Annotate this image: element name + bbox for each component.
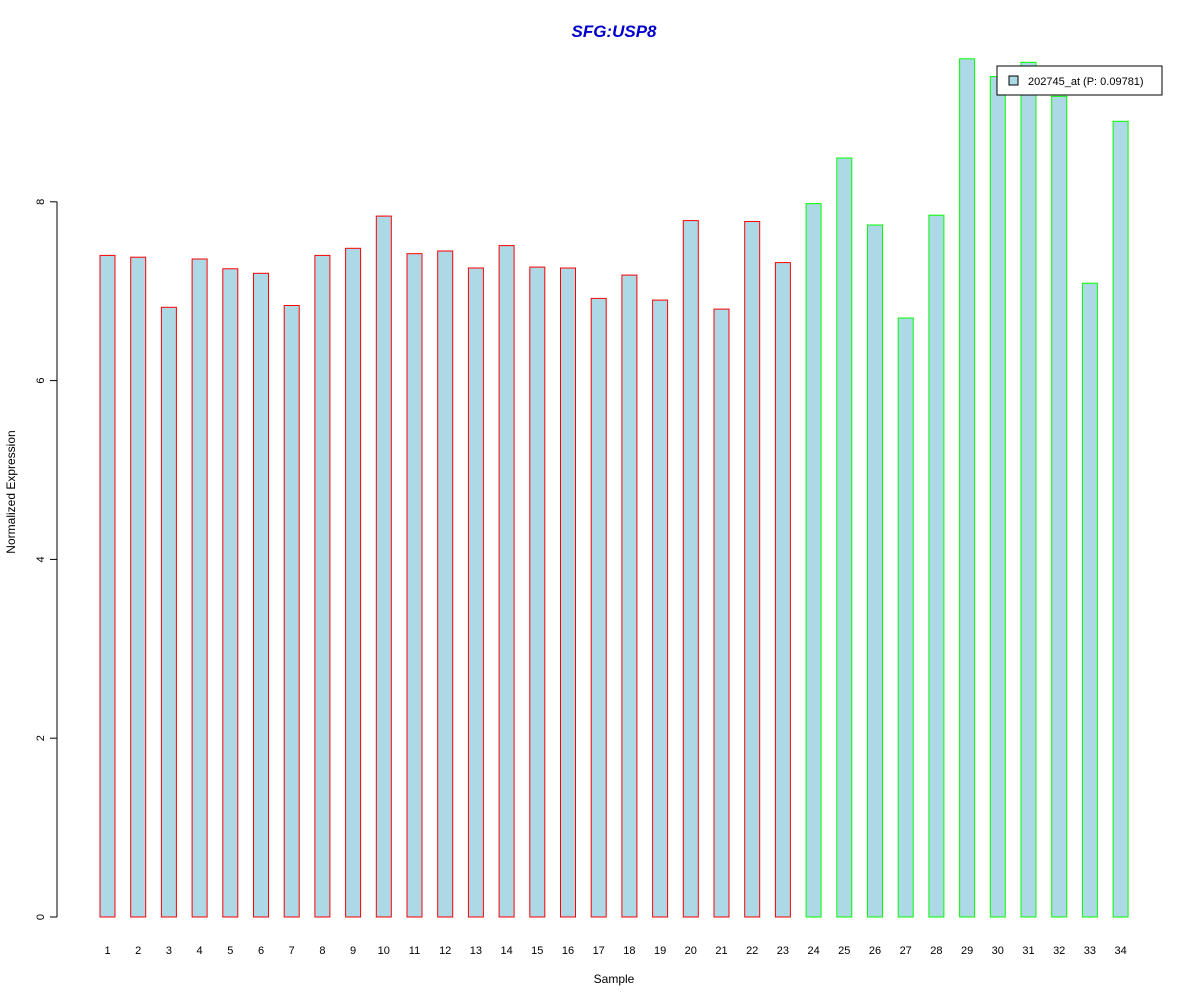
- bar-sample-18: [621, 274, 638, 918]
- y-axis-label: Normalized Expression: [4, 430, 18, 553]
- bar-sample-11: [406, 253, 423, 918]
- x-tick-label: 21: [715, 945, 727, 957]
- bar-sample-26: [867, 224, 883, 918]
- bar-sample-15: [529, 266, 546, 918]
- legend: 202745_at (P: 0.09781): [996, 65, 1163, 96]
- bar-sample-27: [897, 317, 914, 918]
- x-tick-label: 34: [1114, 945, 1126, 957]
- x-tick-label: 24: [807, 945, 819, 957]
- x-tick-label: 28: [930, 945, 942, 957]
- bar-sample-28: [928, 214, 945, 918]
- bar-sample-13: [467, 267, 484, 918]
- x-tick-label: 30: [992, 945, 1004, 957]
- x-tick-label: 1: [104, 945, 110, 957]
- legend-swatch: [1008, 75, 1019, 86]
- x-tick-label: 19: [654, 945, 666, 957]
- x-tick-label: 4: [197, 945, 203, 957]
- bar-sample-8: [314, 254, 331, 918]
- bar-sample-32: [1051, 95, 1068, 918]
- bar-sample-17: [590, 297, 607, 918]
- x-tick-label: 11: [409, 945, 420, 957]
- x-tick-label: 23: [777, 945, 789, 957]
- bar-sample-10: [375, 215, 392, 918]
- bar-sample-14: [498, 245, 515, 918]
- bar-sample-7: [283, 305, 300, 918]
- bar-sample-31: [1020, 61, 1037, 918]
- x-axis-label: Sample: [594, 972, 635, 986]
- y-axis: 0 2 4 6 8: [35, 199, 58, 920]
- x-tick-label: 12: [439, 945, 451, 957]
- x-tick-label: 20: [685, 945, 697, 957]
- x-tick-label: 5: [227, 945, 233, 957]
- x-tick-label: 10: [378, 945, 390, 957]
- x-tick-label: 9: [350, 945, 356, 957]
- bar-sample-33: [1081, 282, 1098, 918]
- x-tick-label: 27: [900, 945, 912, 957]
- y-tick-label: 0: [35, 914, 47, 920]
- bar-sample-4: [191, 258, 208, 918]
- bar-sample-30: [989, 76, 1006, 918]
- bar-sample-5: [222, 268, 239, 918]
- x-tick-label: 33: [1084, 945, 1096, 957]
- x-tick-label: 8: [319, 945, 325, 957]
- bar-sample-23: [774, 262, 791, 918]
- x-tick-label: 22: [746, 945, 758, 957]
- bar-sample-22: [744, 221, 761, 918]
- legend-box: [996, 65, 1163, 96]
- bars: [99, 58, 1129, 918]
- x-tick-label: 31: [1022, 945, 1034, 957]
- legend-label: 202745_at (P: 0.09781): [1028, 76, 1144, 88]
- x-tick-label: 13: [470, 945, 482, 957]
- x-tick-label: 18: [623, 945, 635, 957]
- bar-sample-6: [253, 272, 269, 918]
- chart-title: SFG:USP8: [571, 22, 657, 41]
- bar-sample-1: [99, 254, 116, 918]
- x-tick-label: 26: [869, 945, 881, 957]
- x-tick-label: 16: [562, 945, 574, 957]
- y-tick-label: 8: [35, 199, 47, 205]
- x-tick-label: 7: [289, 945, 295, 957]
- x-tick-label: 3: [166, 945, 172, 957]
- y-tick-label: 2: [35, 735, 47, 741]
- bar-sample-25: [836, 157, 853, 918]
- x-tick-label: 15: [531, 945, 543, 957]
- bar-sample-20: [682, 220, 699, 918]
- bar-sample-24: [805, 203, 822, 918]
- bar-sample-2: [130, 256, 147, 918]
- bar-sample-9: [345, 247, 362, 918]
- x-tick-label: 17: [593, 945, 605, 957]
- x-tick-labels: 1 2 3 4 5 6 7 8 9 10 11 12 13 14 15 16 17 18 19 20 21 22 23 24 2…: [104, 945, 1126, 957]
- x-tick-label: 32: [1053, 945, 1065, 957]
- x-tick-label: 14: [500, 945, 512, 957]
- x-tick-label: 29: [961, 945, 973, 957]
- bar-sample-16: [560, 267, 576, 918]
- y-tick-label: 4: [35, 556, 47, 562]
- x-tick-label: 2: [135, 945, 141, 957]
- bar-sample-21: [713, 308, 730, 918]
- bar-sample-19: [652, 299, 669, 918]
- x-tick-label: 6: [258, 945, 264, 957]
- bar-sample-3: [160, 306, 177, 918]
- x-tick-label: 25: [838, 945, 850, 957]
- bar-sample-34: [1112, 120, 1129, 918]
- y-tick-label: 6: [35, 378, 47, 384]
- bar-sample-29: [959, 58, 976, 918]
- bar-sample-12: [437, 250, 454, 918]
